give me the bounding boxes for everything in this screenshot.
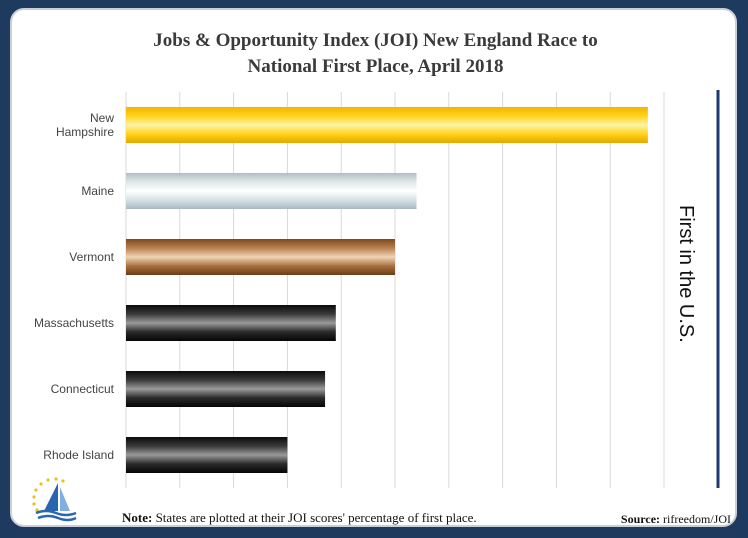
chart-note: Note: States are plotted at their JOI sc… [122,510,477,525]
category-label: Rhode Island [43,448,114,462]
bar-vermont [126,239,395,275]
category-label: Maine [81,184,114,198]
chart-source: Source: rifreedom/JOI [620,512,731,526]
bar-massachusetts [126,305,336,341]
category-label: Connecticut [51,382,115,396]
bar-connecticut [126,371,326,407]
source-text: rifreedom/JOI [660,512,731,526]
source-label: Source: [620,512,661,526]
chart-title: Jobs & Opportunity Index (JOI) New Engla… [12,28,735,80]
chart-title-line-1: Jobs & Opportunity Index (JOI) New Engla… [153,30,598,51]
category-label: Massachusetts [34,316,114,330]
category-label: New Hampshire [56,111,114,139]
note-text: States are plotted at their JOI scores' … [152,510,477,525]
chart-frame: Jobs & Opportunity Index (JOI) New Engla… [10,8,737,527]
bar-rhode-island [126,437,288,473]
bar-new-hampshire [126,107,648,143]
chart-title-line-2: National First Place, April 2018 [247,56,504,77]
category-label: Vermont [69,250,114,264]
bar-maine [126,173,417,209]
sailboat-stars-logo-icon [32,477,77,522]
note-label: Note: [122,510,153,525]
first-place-label: First in the U.S. [675,205,697,343]
bar-chart-plot: New Hampshire Maine Vermont Massachusetts Con… [34,90,720,488]
